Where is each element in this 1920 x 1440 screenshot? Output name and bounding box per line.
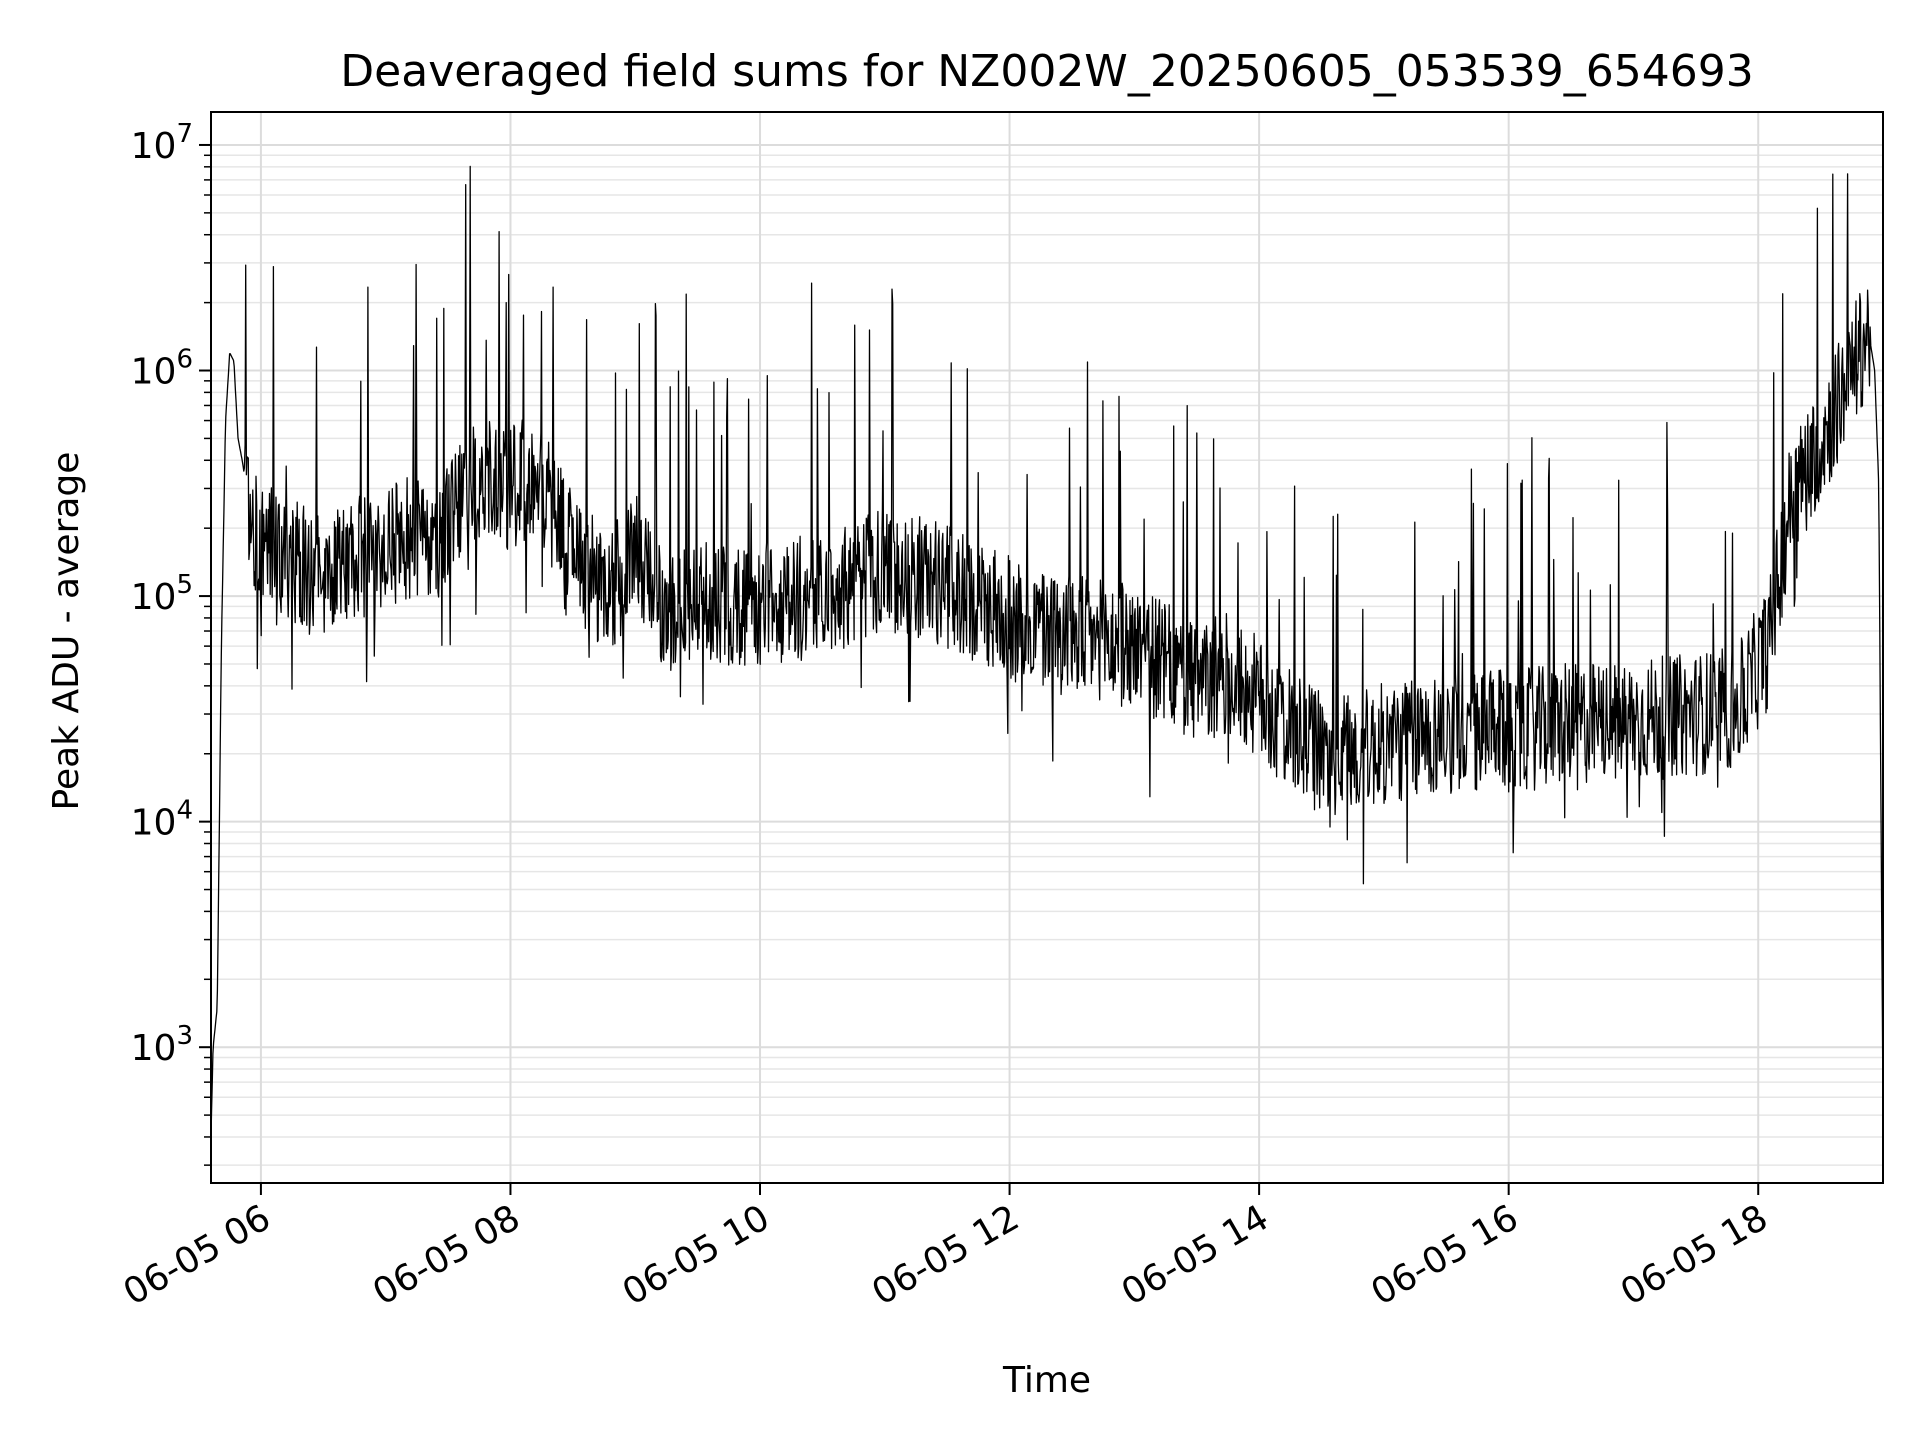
chart-title: Deaveraged field sums for NZ002W_2025060… [340, 46, 1753, 97]
series-line [210, 165, 1884, 1138]
y-tick-label: 107 [131, 119, 193, 167]
plot-frame [210, 111, 1884, 1184]
y-tick-label: 105 [131, 570, 193, 618]
y-tick-label: 104 [131, 796, 193, 844]
y-tick-label: 103 [131, 1021, 193, 1069]
y-tick-label: 106 [131, 345, 193, 393]
y-axis-label: Peak ADU - average [46, 452, 87, 811]
x-axis-label: Time [1002, 1360, 1091, 1401]
